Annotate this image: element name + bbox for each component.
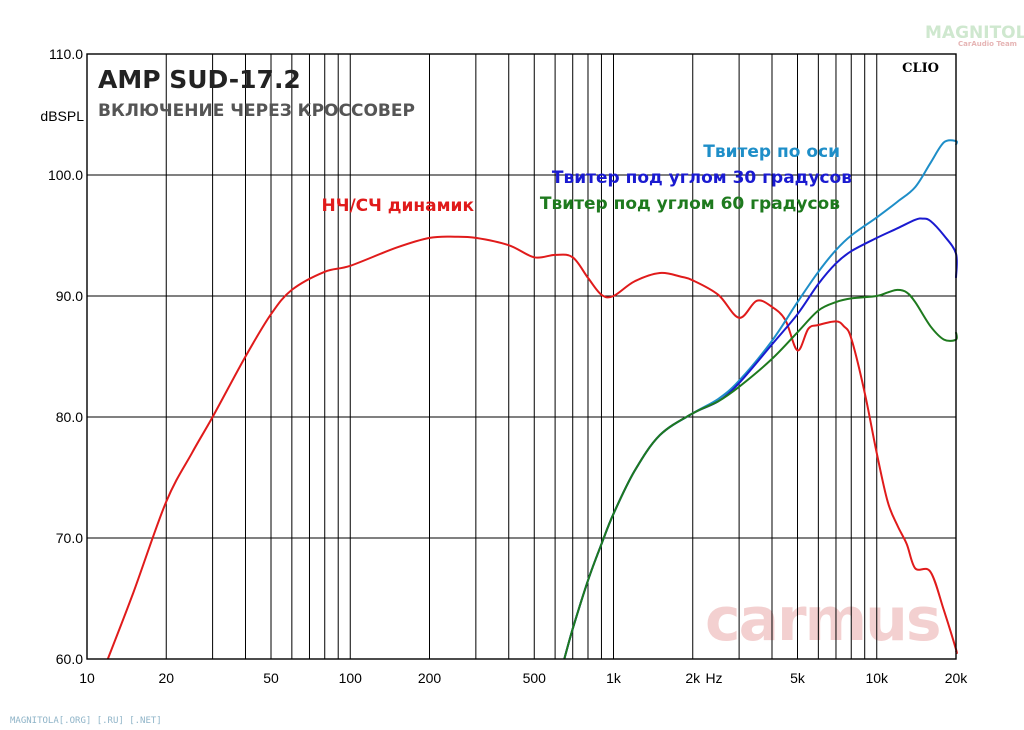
y-tick-labels: 60.0 70.0 80.0 90.0 100.0 110.0 — [48, 46, 83, 667]
x-tick-label: 1k — [606, 670, 622, 686]
carmus-watermark: carmus — [705, 585, 940, 655]
series-label-tweeter-axis: Твитер по оси — [703, 142, 840, 162]
x-tick-label: 10k — [865, 670, 889, 686]
x-tick-labels: 10 20 50 100 200 500 1k 2k 5k 10k 20k — [79, 670, 968, 686]
x-tick-label: 10 — [79, 670, 95, 686]
x-tick-label: 500 — [523, 670, 547, 686]
chart-subtitle: ВКЛЮЧЕНИЕ ЧЕРЕЗ КРОССОВЕР — [98, 101, 415, 121]
series-lines — [106, 139, 958, 660]
y-tick-label: 100.0 — [48, 167, 83, 183]
series-label-tweeter-30: Твитер под углом 30 градусов — [552, 168, 852, 188]
x-tick-label: 20 — [158, 670, 174, 686]
x-tick-label: 50 — [263, 670, 279, 686]
series-line-3 — [563, 288, 958, 660]
magnitola-logo-subtitle: CarAudio Team — [958, 40, 1017, 48]
x-tick-label: 100 — [339, 670, 363, 686]
x-tick-label: 5k — [790, 670, 806, 686]
clio-label: CLIO — [902, 61, 939, 76]
x-tick-label: 2k — [685, 670, 701, 686]
grid-lines — [87, 54, 956, 659]
plot-border — [86, 53, 957, 660]
y-tick-label: 60.0 — [56, 651, 83, 667]
y-tick-label: 90.0 — [56, 288, 83, 304]
series-label-tweeter-60: Твитер под углом 60 градусов — [540, 194, 840, 214]
footer-caption: MAGNITOLA[.ORG] [.RU] [.NET] — [10, 716, 162, 726]
plot-area — [87, 54, 956, 659]
x-tick-label: 200 — [418, 670, 442, 686]
chart-title: AMP SUD-17.2 — [98, 65, 301, 94]
x-axis-unit-label: Hz — [705, 670, 722, 686]
y-tick-label: 110.0 — [49, 46, 83, 62]
y-tick-label: 70.0 — [56, 530, 83, 546]
y-axis-label: dBSPL — [40, 108, 84, 124]
series-label-woofer: НЧ/СЧ динамик — [321, 196, 474, 216]
y-tick-label: 80.0 — [56, 409, 83, 425]
series-line-0 — [106, 235, 958, 660]
magnitola-logo: MAGNITOLA — [925, 23, 1024, 43]
x-tick-label: 20k — [945, 670, 969, 686]
